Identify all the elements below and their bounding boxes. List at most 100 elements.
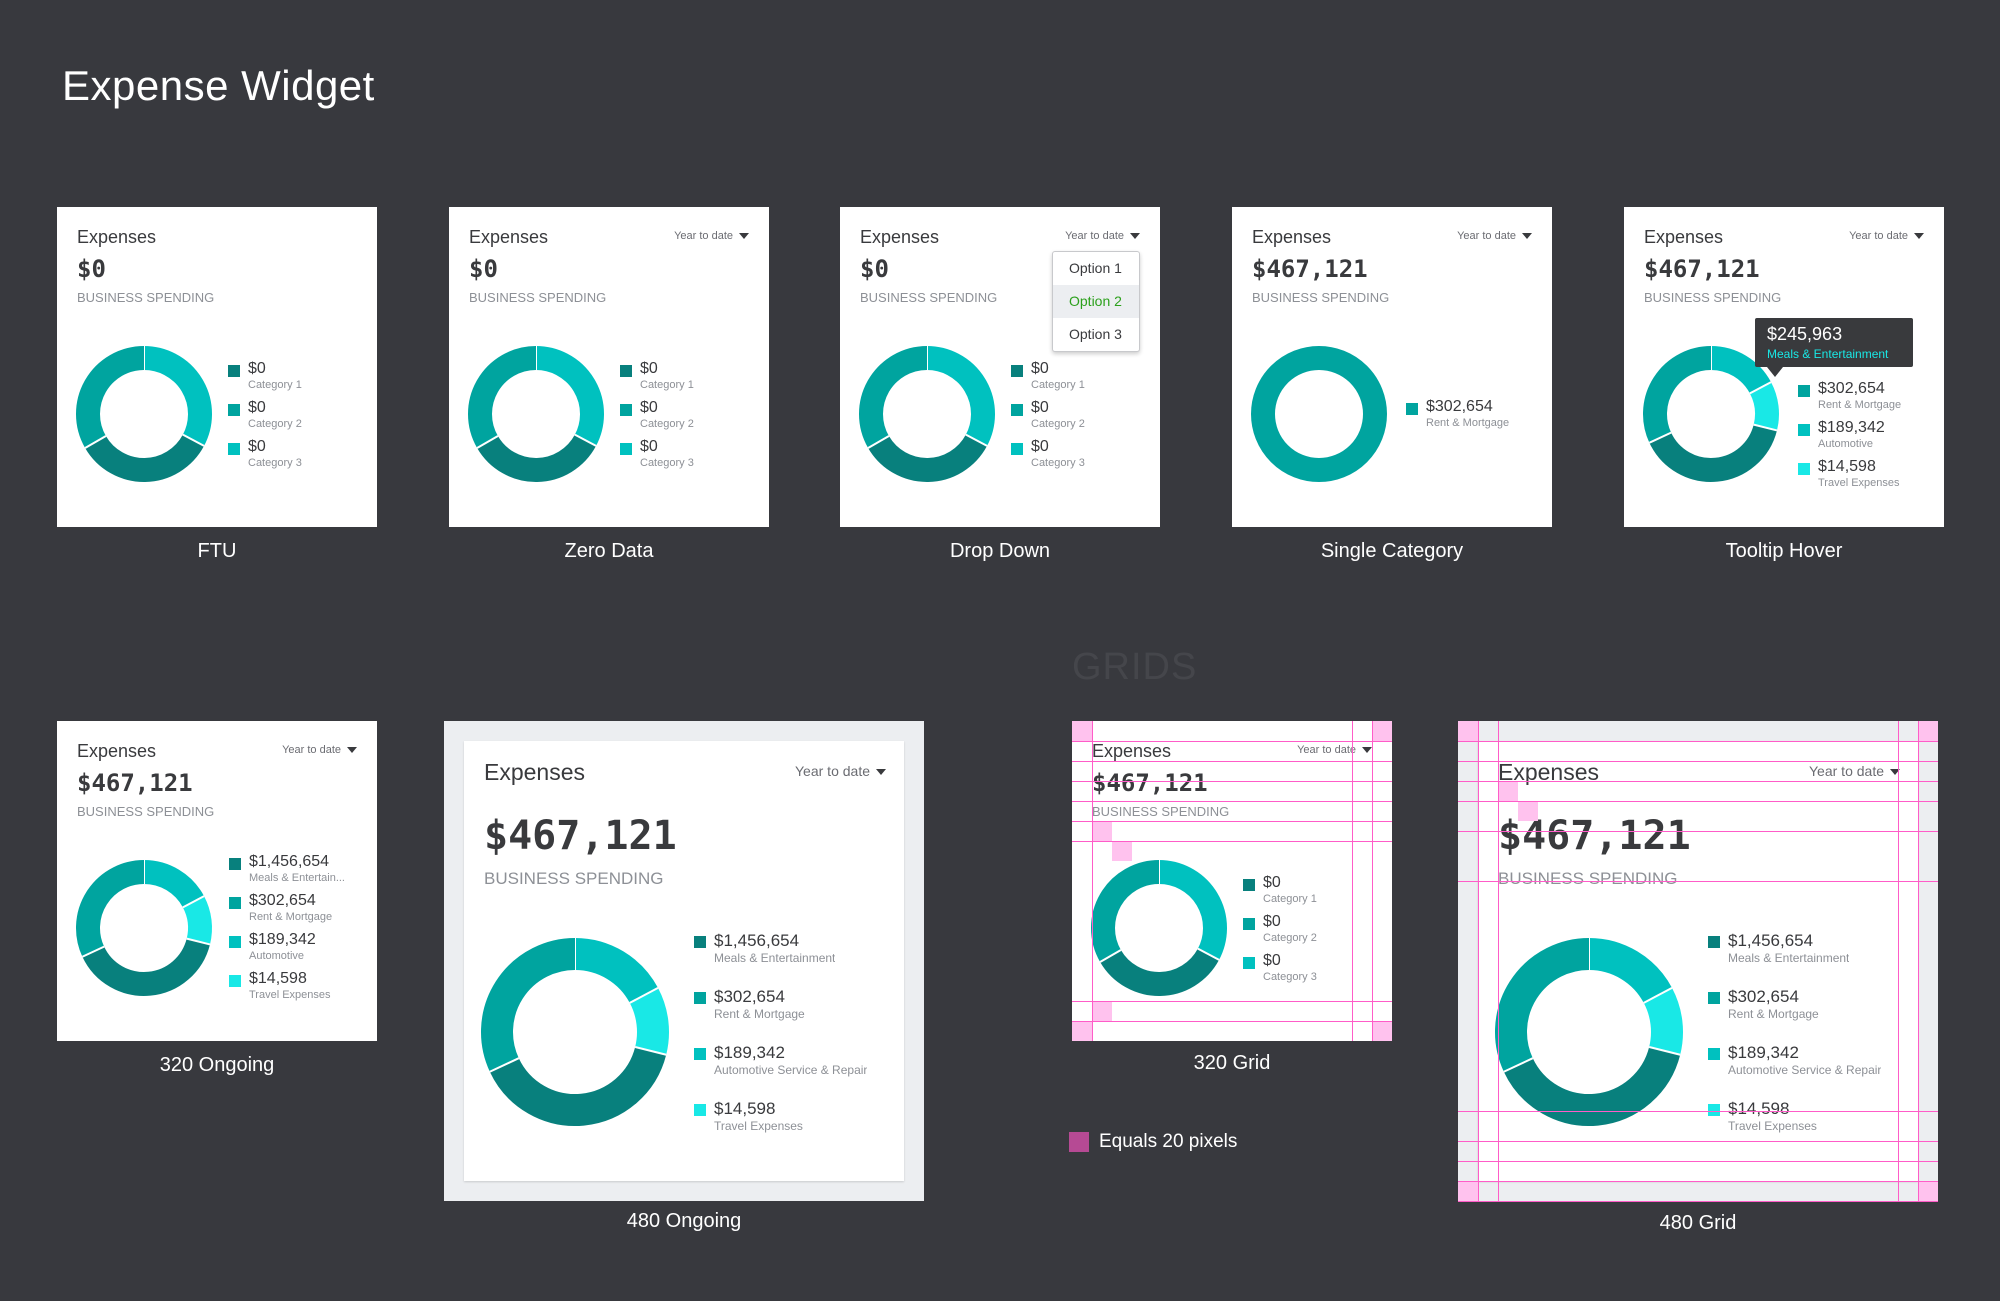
legend-item[interactable]: $0 Category 2	[228, 399, 367, 440]
legend-item[interactable]: $0 Category 1	[620, 360, 759, 401]
legend-item[interactable]: $189,342 Automotive	[1798, 419, 1934, 460]
expense-widget-card: Expenses $467,121 BUSINESS SPENDING Year to…	[1072, 721, 1392, 1041]
legend-value: $0	[248, 399, 266, 416]
donut-segment-1[interactable]	[143, 346, 212, 446]
legend-item[interactable]: $0 Category 1	[1243, 874, 1382, 915]
legend-item[interactable]: $0 Category 1	[228, 360, 367, 401]
legend-item[interactable]: $14,598 Travel Expenses	[1798, 458, 1934, 499]
widget-title: Expenses	[1092, 741, 1172, 761]
legend-label: Automotive Service & Repair	[714, 1063, 868, 1077]
donut-segment-3[interactable]	[468, 346, 537, 448]
legend-item[interactable]: $189,342 Automotive Service & Repair	[1708, 1043, 1948, 1101]
legend-item[interactable]: $189,342 Automotive	[229, 931, 367, 972]
widget-amount: $467,121	[1252, 255, 1368, 283]
legend-item[interactable]: $1,456,654 Meals & Entertainment	[1708, 931, 1948, 989]
donut-segment-1[interactable]	[535, 346, 604, 446]
legend-value: $0	[1263, 952, 1281, 969]
donut-segment-2[interactable]	[1749, 382, 1779, 431]
donut-segment-3[interactable]	[1649, 424, 1777, 482]
donut-segment-2[interactable]	[477, 434, 597, 482]
legend-item[interactable]: $302,654 Rent & Mortgage	[1406, 398, 1542, 439]
donut-chart[interactable]	[466, 344, 606, 484]
legend-swatch	[620, 365, 632, 377]
donut-segment-2[interactable]	[868, 434, 988, 482]
donut-segment-1[interactable]	[143, 860, 205, 908]
legend-item[interactable]: $0 Category 2	[1011, 399, 1150, 440]
legend-item[interactable]: $0 Category 3	[1243, 952, 1382, 993]
legend-item[interactable]: $302,654 Rent & Mortgage	[1798, 380, 1934, 421]
legend-swatch	[694, 1048, 706, 1060]
legend-item[interactable]: $14,598 Travel Expenses	[694, 1099, 934, 1157]
legend-item[interactable]: $302,654 Rent & Mortgage	[229, 892, 367, 933]
legend-value: $189,342	[1818, 419, 1885, 436]
period-dropdown[interactable]: Year to date	[1297, 744, 1372, 756]
legend-swatch	[694, 936, 706, 948]
legend-item[interactable]: $302,654 Rent & Mortgage	[1708, 987, 1948, 1045]
legend-item[interactable]: $0 Category 1	[1011, 360, 1150, 401]
legend-swatch	[1708, 992, 1720, 1004]
donut-segment-1[interactable]	[574, 938, 658, 1004]
dropdown-option[interactable]: Option 2	[1053, 285, 1139, 318]
widget-subtitle: BUSINESS SPENDING	[77, 804, 215, 819]
donut-segment-1[interactable]	[926, 346, 995, 446]
period-dropdown[interactable]: Year to date	[1849, 230, 1924, 242]
donut-segment-2[interactable]	[182, 896, 212, 945]
widget-subtitle: BUSINESS SPENDING	[484, 869, 664, 888]
donut-segment-1[interactable]	[1158, 860, 1227, 960]
legend-value: $0	[1031, 438, 1049, 455]
legend-item[interactable]: $1,456,654 Meals & Entertainment	[694, 931, 934, 989]
legend-value: $302,654	[249, 892, 316, 909]
legend-item[interactable]: $14,598 Travel Expenses	[229, 970, 367, 1011]
donut-segment-3[interactable]	[1091, 860, 1160, 962]
donut-segment-3[interactable]	[1503, 1046, 1681, 1126]
widget-title: Expenses	[77, 227, 157, 247]
donut-segment-3[interactable]	[82, 938, 210, 996]
dropdown-option[interactable]: Option 3	[1069, 326, 1122, 342]
donut-segment-4[interactable]	[1495, 938, 1590, 1072]
period-dropdown[interactable]: Year to date	[282, 744, 357, 756]
donut-segment-2[interactable]	[1643, 987, 1683, 1055]
widget-amount: $467,121	[1092, 769, 1208, 797]
donut-segment-1[interactable]	[1251, 346, 1387, 482]
legend-item[interactable]: $0 Category 3	[620, 438, 759, 479]
legend-item[interactable]: $0 Category 2	[1243, 913, 1382, 954]
donut-chart[interactable]	[1249, 344, 1389, 484]
donut-chart[interactable]	[74, 858, 214, 998]
legend-item[interactable]: $14,598 Travel Expenses	[1708, 1099, 1948, 1157]
chevron-down-icon	[1362, 747, 1372, 754]
donut-segment-2[interactable]	[629, 987, 669, 1055]
legend-item[interactable]: $0 Category 3	[1011, 438, 1150, 479]
donut-segment-4[interactable]	[76, 860, 145, 957]
legend-item[interactable]: $189,342 Automotive Service & Repair	[694, 1043, 934, 1101]
period-dropdown[interactable]: Year to date	[795, 763, 886, 779]
donut-segment-3[interactable]	[489, 1046, 667, 1126]
donut-segment-2[interactable]	[1100, 948, 1220, 996]
legend-item[interactable]: $0 Category 2	[620, 399, 759, 440]
donut-chart[interactable]	[479, 936, 671, 1128]
donut-chart[interactable]	[1493, 936, 1685, 1128]
legend-label: Category 3	[640, 457, 694, 469]
period-dropdown[interactable]: Year to date	[674, 230, 749, 242]
dropdown-option[interactable]: Option 1	[1069, 260, 1122, 276]
section-label-grids: GRIDS	[1072, 646, 1198, 688]
donut-segment-1[interactable]	[1588, 938, 1672, 1004]
donut-chart[interactable]	[857, 344, 997, 484]
legend-item[interactable]: $0 Category 3	[228, 438, 367, 479]
legend-label: Automotive Service & Repair	[1728, 1063, 1882, 1077]
legend-swatch	[228, 365, 240, 377]
donut-segment-4[interactable]	[481, 938, 576, 1072]
donut-chart[interactable]	[1641, 344, 1781, 484]
donut-segment-1[interactable]	[1710, 346, 1772, 394]
donut-chart[interactable]	[1089, 858, 1229, 998]
period-dropdown[interactable]: Year to date	[1457, 230, 1532, 242]
legend-item[interactable]: $1,456,654 Meals & Entertain...	[229, 853, 367, 894]
legend-value: $0	[1031, 360, 1049, 377]
period-dropdown[interactable]: Year to date	[1065, 230, 1140, 242]
donut-segment-3[interactable]	[859, 346, 928, 448]
period-dropdown[interactable]: Year to date	[1809, 763, 1900, 779]
donut-segment-4[interactable]	[1643, 346, 1712, 443]
donut-chart[interactable]	[74, 344, 214, 484]
legend-item[interactable]: $302,654 Rent & Mortgage	[694, 987, 934, 1045]
donut-segment-3[interactable]	[76, 346, 145, 448]
donut-segment-2[interactable]	[85, 434, 205, 482]
